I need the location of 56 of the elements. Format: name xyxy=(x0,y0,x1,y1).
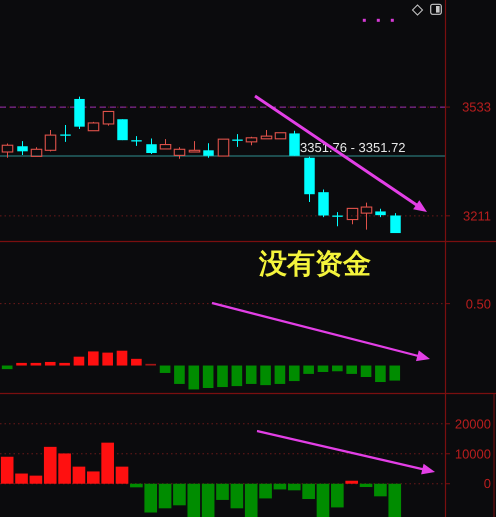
bar xyxy=(160,366,170,373)
candlestick xyxy=(260,130,272,140)
candlestick xyxy=(289,130,300,156)
bar xyxy=(116,350,128,366)
candlestick xyxy=(160,138,172,150)
bar xyxy=(332,366,343,372)
candlestick xyxy=(17,140,28,156)
bar xyxy=(74,356,84,366)
bar xyxy=(318,366,328,372)
candlestick xyxy=(218,138,230,157)
bar xyxy=(360,366,372,378)
candlestick xyxy=(146,138,157,155)
bar xyxy=(389,366,400,381)
candlestick xyxy=(318,188,329,218)
bar xyxy=(217,366,228,388)
candlestick xyxy=(274,132,286,140)
bar xyxy=(346,366,358,374)
bar xyxy=(202,366,214,388)
bar xyxy=(44,446,57,484)
candlestick xyxy=(60,124,71,142)
y-tick-label: 3211 xyxy=(463,208,491,224)
bar xyxy=(16,362,27,366)
bar xyxy=(44,362,56,366)
text: 没有资金 xyxy=(258,248,371,279)
bar xyxy=(130,484,143,488)
bar xyxy=(246,366,257,384)
bar xyxy=(2,366,12,370)
bar xyxy=(59,362,70,366)
bar xyxy=(375,366,386,382)
bar xyxy=(30,362,42,366)
bar xyxy=(388,484,402,517)
bar xyxy=(144,484,158,513)
candlestick xyxy=(390,212,401,234)
candlestick xyxy=(232,134,243,148)
text: 0.50 xyxy=(466,296,491,312)
bar xyxy=(288,484,301,490)
candlestick xyxy=(131,136,142,146)
bar xyxy=(260,366,271,386)
bar xyxy=(188,366,200,390)
bar xyxy=(174,366,185,384)
bar xyxy=(131,358,142,366)
y-tick-label: 10000 xyxy=(454,446,491,462)
bar xyxy=(288,366,300,382)
candlestick xyxy=(346,208,358,225)
y-tick-label: 0 xyxy=(484,476,491,492)
bar xyxy=(232,366,242,386)
y-tick-label: 3533 xyxy=(462,100,491,115)
bar xyxy=(88,351,99,366)
candlestick xyxy=(188,140,200,153)
bar xyxy=(303,366,314,374)
y-tick-label: 20000 xyxy=(454,416,491,432)
bar xyxy=(102,352,113,366)
bar xyxy=(274,366,286,384)
candlestick xyxy=(332,212,343,227)
candlestick xyxy=(117,118,128,141)
bar xyxy=(345,480,358,484)
